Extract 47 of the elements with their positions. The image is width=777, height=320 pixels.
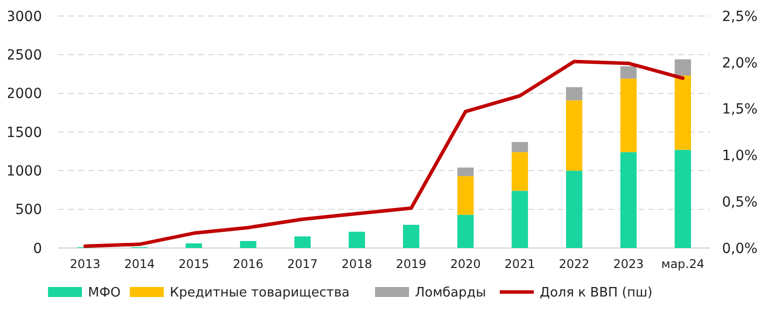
y-tick-label: 500 (15, 202, 42, 218)
legend-label: Кредитные товарищества (170, 286, 350, 301)
bar (294, 236, 311, 248)
bar (457, 176, 474, 215)
x-tick-label: 2016 (232, 257, 264, 271)
x-tick-label: 2022 (558, 257, 590, 271)
bar (512, 190, 528, 248)
bar (186, 243, 202, 248)
x-tick-label: 2013 (70, 257, 100, 271)
bar (457, 214, 474, 248)
y-tick-label: 1500 (6, 124, 42, 141)
y2-tick-label: 0,5% (722, 194, 758, 210)
bar (566, 100, 582, 171)
line-series (83, 60, 685, 248)
y2-tick-label: 1,0% (722, 148, 758, 164)
x-tick-label: мар.24 (661, 257, 704, 271)
bar (620, 78, 637, 152)
x-tick-label: 2018 (342, 257, 372, 271)
bar (512, 152, 528, 191)
x-tick-label: 2019 (396, 257, 426, 271)
y-tick-label: 1000 (6, 164, 42, 180)
bar (566, 87, 582, 100)
bar (674, 76, 691, 150)
y-tick-label: 0 (33, 240, 42, 257)
legend-label: МФО (88, 286, 121, 301)
x-tick-label: 2017 (287, 257, 318, 271)
x-tick-label: 2023 (613, 257, 644, 271)
bar (240, 241, 256, 248)
bar (566, 170, 582, 248)
bar (620, 66, 637, 79)
x-tick-label: 2015 (178, 257, 210, 271)
y2-tick-label: 2,0% (722, 55, 758, 72)
y2-tick-label: 2,5% (722, 8, 758, 25)
bar (348, 232, 365, 248)
x-tick-label: 2021 (504, 257, 536, 271)
x-tick-label: 2020 (450, 257, 481, 271)
x-tick-label: 2014 (124, 257, 155, 271)
bar (512, 142, 528, 152)
bar (674, 150, 691, 248)
y2-tick-label: 1,5% (722, 102, 758, 118)
bar (620, 152, 637, 248)
bar (403, 224, 420, 248)
bar (457, 168, 474, 176)
y2-tick-label: 0,0% (722, 240, 758, 257)
bar (674, 59, 691, 76)
legend-label: Доля к ВВП (пш) (540, 286, 652, 301)
legend-label: Ломбарды (415, 286, 486, 301)
